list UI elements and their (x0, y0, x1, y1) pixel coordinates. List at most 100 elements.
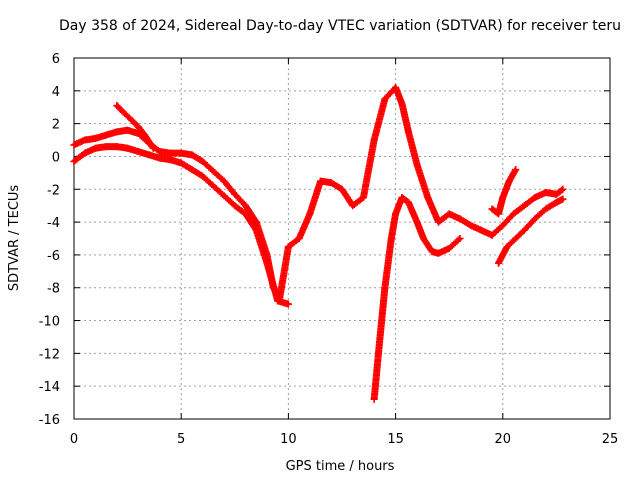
data-point (102, 131, 110, 139)
data-point (91, 134, 99, 142)
data-point (381, 284, 389, 292)
data-point (467, 221, 475, 229)
data-point (177, 159, 185, 167)
data-point (552, 190, 560, 198)
data-point (370, 136, 378, 144)
data-point (166, 149, 174, 157)
series-track-second-wave (370, 193, 464, 403)
y-tick-label: -6 (47, 249, 60, 264)
x-axis-label: GPS time / hours (286, 459, 395, 474)
data-point (542, 189, 550, 197)
data-point (156, 154, 164, 162)
data-point (113, 102, 121, 110)
data-point (338, 185, 346, 193)
marker-cloud (495, 195, 567, 267)
y-tick-label: -14 (39, 380, 60, 395)
data-point (70, 141, 78, 149)
data-point (428, 248, 436, 256)
data-point (231, 202, 239, 210)
data-point (145, 151, 153, 159)
data-point (495, 210, 503, 218)
y-tick-label: 6 (52, 52, 60, 67)
data-point (456, 215, 464, 223)
series-group (70, 84, 567, 403)
data-point (166, 156, 174, 164)
data-point (295, 235, 303, 242)
series-track-early-branch (113, 102, 157, 152)
data-point (531, 215, 539, 223)
x-tick-label: 20 (495, 432, 512, 447)
data-point (220, 177, 228, 185)
data-point (392, 84, 400, 92)
y-axis-label: SDTVAR / TECUs (7, 185, 22, 292)
data-point (81, 149, 89, 157)
series-track-late (495, 195, 567, 267)
y-tick-label: 2 (52, 118, 60, 133)
data-point (445, 244, 453, 252)
data-point (413, 161, 421, 169)
x-tick-label: 15 (387, 432, 404, 447)
data-point (70, 157, 78, 165)
data-point (284, 300, 292, 308)
chart-title: Day 358 of 2024, Sidereal Day-to-day VTE… (59, 18, 621, 34)
data-point (124, 144, 132, 152)
data-point (199, 172, 207, 180)
data-point (359, 193, 367, 201)
data-point (188, 166, 196, 174)
data-point (495, 259, 503, 267)
data-point (274, 297, 282, 305)
data-point (559, 195, 567, 203)
x-tick-label: 0 (70, 432, 78, 447)
y-tick-label: 0 (52, 150, 60, 165)
data-point (559, 185, 567, 193)
series-track-lower-band (70, 143, 292, 308)
data-point (531, 193, 539, 201)
data-point (398, 193, 406, 201)
data-point (503, 243, 511, 251)
data-point (445, 210, 453, 218)
data-point (124, 126, 132, 134)
tick-labels: 0 5 10 15 20 25 -16 -14 -12 -10 -8 -6 -4 -2 0 2 4 6 (39, 52, 619, 447)
data-point (456, 235, 464, 242)
data-point (119, 108, 127, 116)
y-tick-label: -2 (47, 183, 60, 198)
data-point (349, 202, 357, 210)
data-point (199, 157, 207, 165)
data-point (188, 151, 196, 159)
data-point (113, 143, 121, 151)
data-point (128, 116, 136, 124)
x-tick-label: 5 (177, 432, 185, 447)
data-point (398, 100, 406, 108)
data-point (134, 148, 142, 156)
y-tick-label: -12 (39, 347, 60, 362)
y-tick-label: 4 (52, 85, 60, 100)
data-point (284, 243, 292, 251)
data-point (520, 226, 528, 234)
data-point (499, 193, 507, 201)
data-point (306, 210, 314, 218)
data-point (510, 210, 518, 218)
y-tick-label: -8 (47, 282, 60, 297)
data-point (374, 349, 382, 357)
data-point (542, 205, 550, 213)
data-point (488, 231, 496, 239)
y-tick-label: -16 (39, 413, 60, 428)
data-point (252, 226, 260, 234)
data-point (488, 205, 496, 213)
data-point (327, 179, 335, 187)
data-point (209, 182, 217, 190)
data-point (434, 218, 442, 226)
y-tick-label: -10 (39, 315, 60, 330)
data-point (434, 249, 442, 257)
data-point (242, 202, 250, 210)
data-point (81, 136, 89, 144)
data-point (113, 128, 121, 136)
data-point (404, 128, 412, 136)
data-point (520, 202, 528, 210)
series-track-late-2 (488, 166, 520, 218)
data-point (419, 235, 427, 242)
data-point (370, 395, 378, 403)
data-point (149, 144, 157, 152)
data-point (424, 193, 432, 201)
data-point (317, 177, 325, 185)
